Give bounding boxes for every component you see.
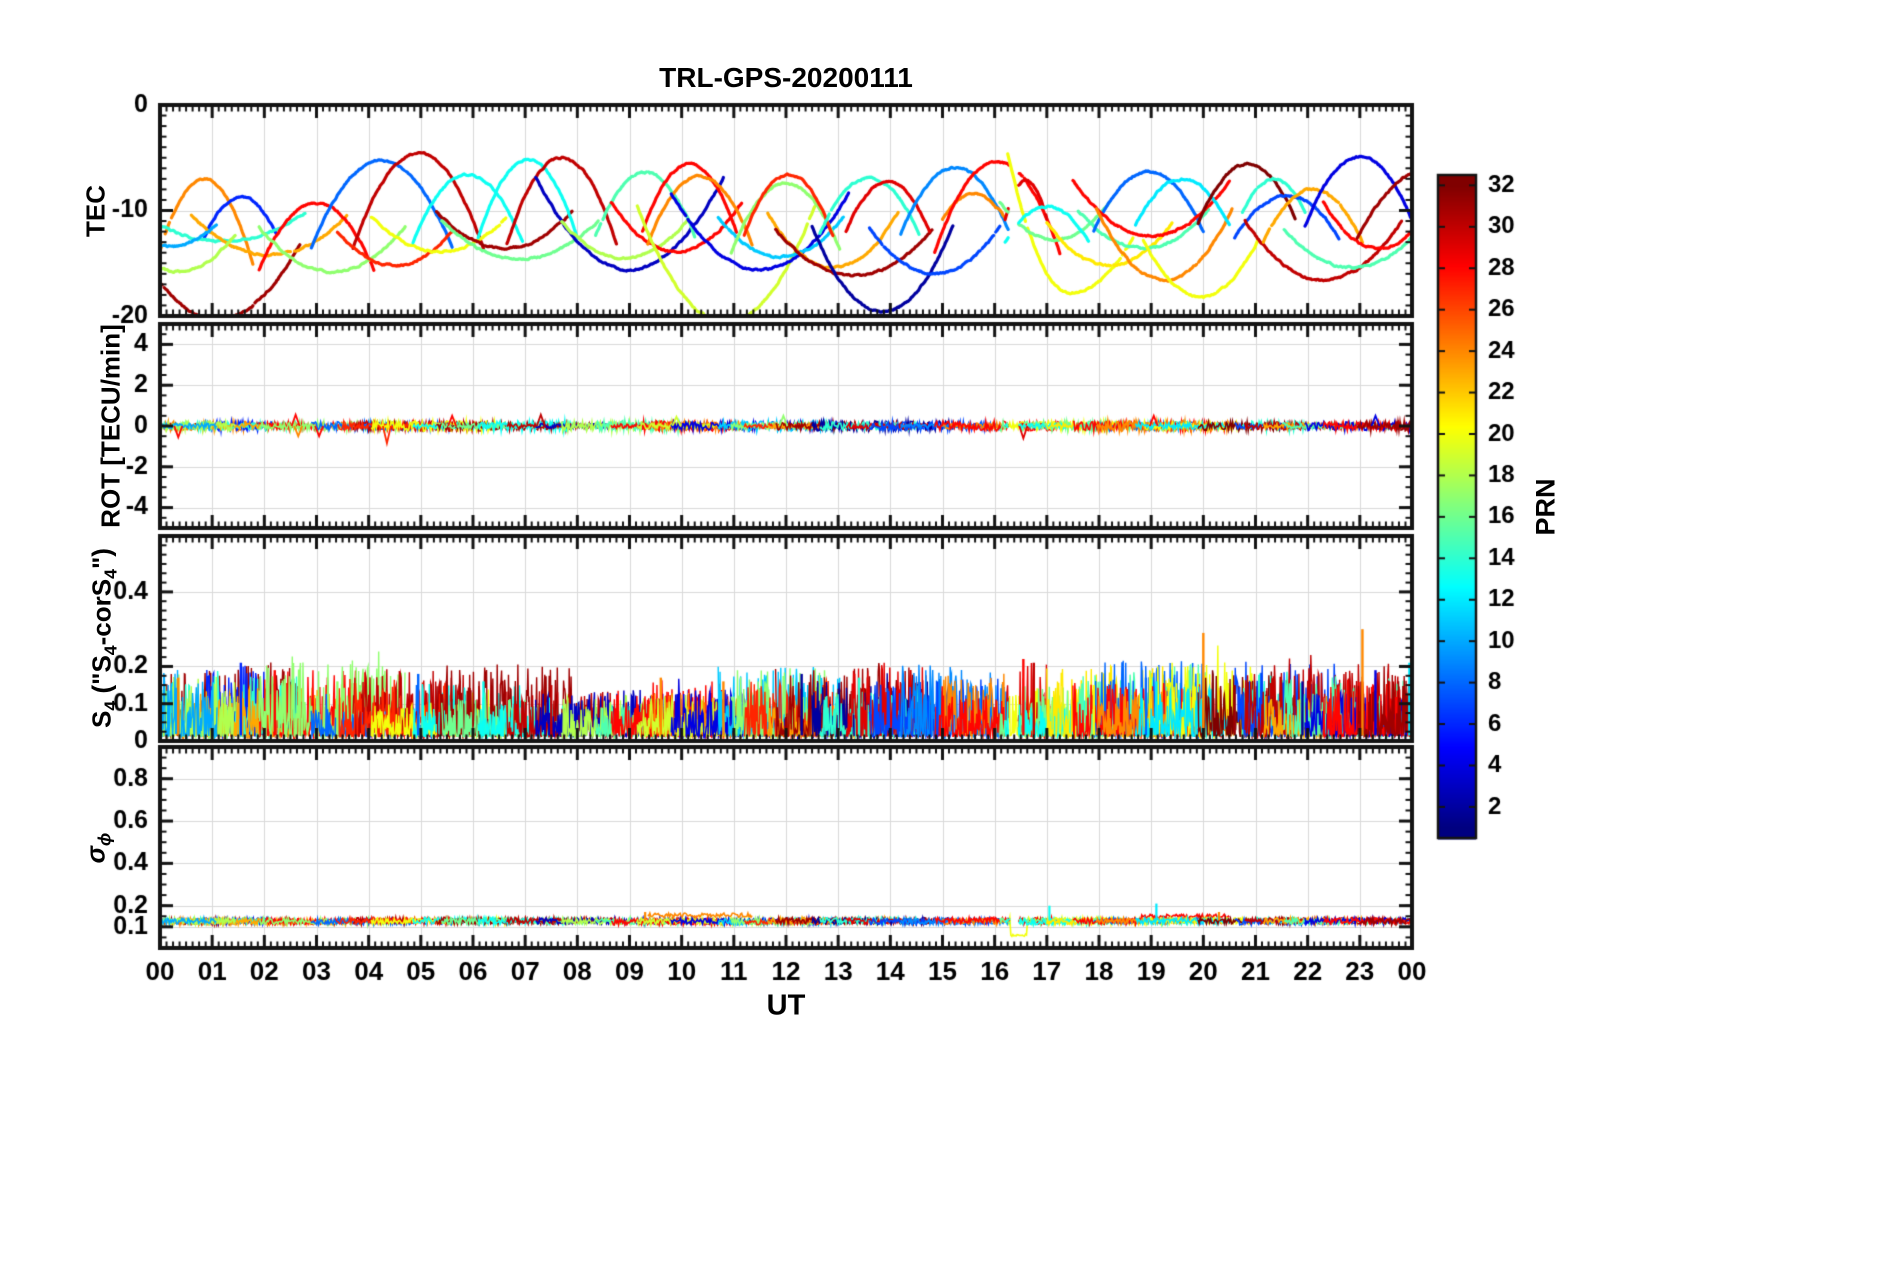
rot-axis-label: ROT [TECU/min]: [95, 324, 126, 528]
s4-label-q1: ("S: [86, 655, 117, 701]
colorbar-label: PRN: [1530, 478, 1561, 536]
x-axis-label: UT: [766, 989, 806, 1022]
s4-label-base: S: [86, 710, 117, 728]
s4-label-sub2: 4: [100, 645, 121, 656]
tec-axis-label: TEC: [80, 185, 111, 237]
s4-label-q2: "): [86, 548, 117, 570]
sigma-label-sub: ϕ: [94, 832, 115, 847]
s4-axis-label: S4 ("S4-corS4"): [86, 548, 121, 728]
s4-label-mid: -corS: [86, 578, 117, 646]
chart-title: TRL-GPS-20200111: [659, 62, 913, 93]
s4-label-sub3: 4: [100, 569, 121, 579]
sigma-label-base: σ: [80, 846, 111, 864]
s4-label-sub1: 4: [100, 700, 121, 711]
sigma-phi-axis-label: σϕ: [80, 833, 115, 864]
